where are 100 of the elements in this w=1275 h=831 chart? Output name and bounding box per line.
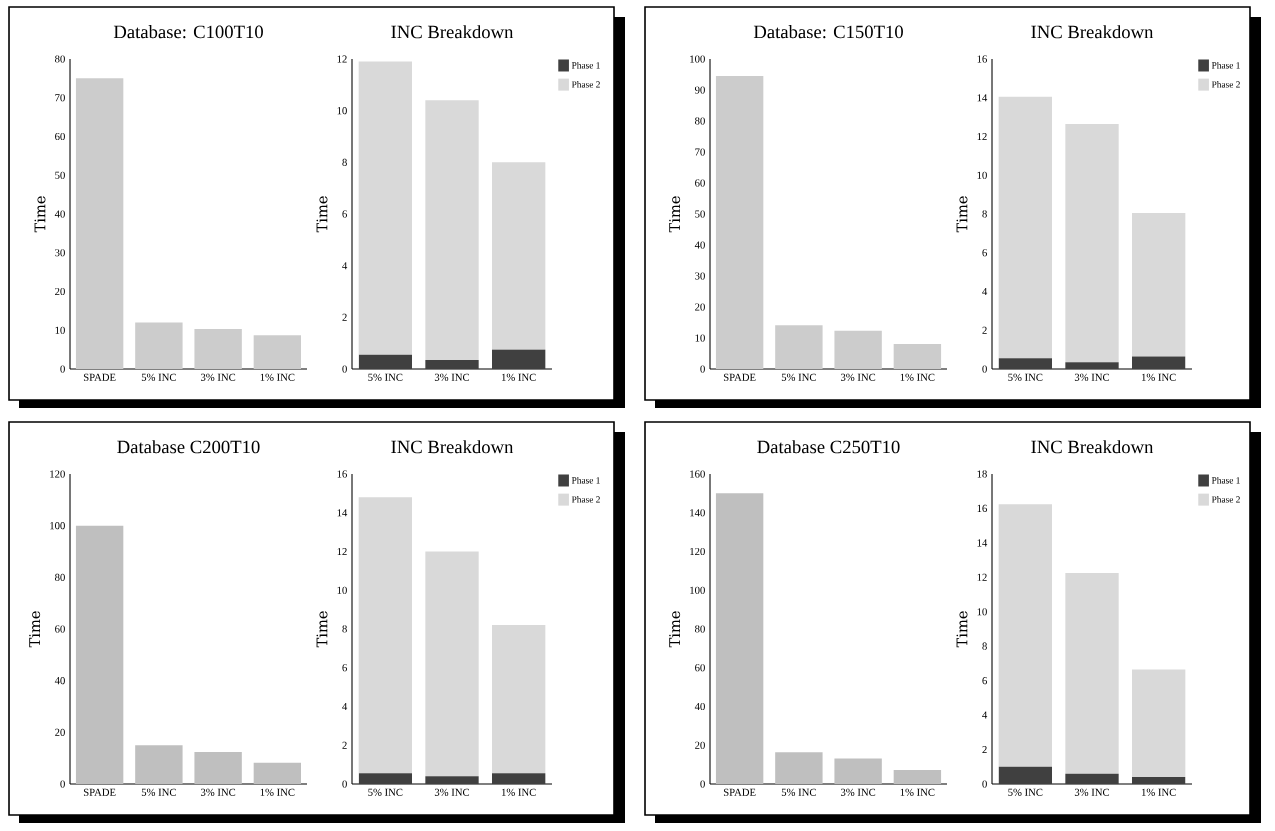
y-tick-label: 0 [700,780,705,788]
y-tick-label: 80 [55,55,65,63]
y-tick-label: 10 [977,608,987,616]
bar [253,762,302,784]
x-tick-label: 1% INC [1141,373,1176,381]
bar [135,745,183,784]
bar [194,329,242,369]
chart-title: Database C250T10 [757,440,900,454]
bar [715,493,764,784]
bar [492,349,546,369]
y-tick-label: 40 [694,241,705,249]
bar [775,325,823,369]
y-tick-label: 100 [50,522,65,530]
bar [425,359,479,369]
y-tick-label: 8 [982,642,987,650]
bar [998,96,1053,359]
y-tick-label: 4 [342,702,348,710]
bar [1132,669,1186,778]
x-tick-label: 5% INC [368,373,403,381]
bar [358,497,412,774]
y-axis-title: Time [956,196,968,233]
bar [1132,777,1186,784]
x-tick-label: 1% INC [501,788,536,796]
chart-title: INC Breakdown [391,440,514,454]
y-axis-title: Time [956,611,968,648]
y-tick-label: 8 [982,210,987,218]
y-tick-label: 6 [982,677,987,685]
x-tick-label: 1% INC [501,373,536,381]
x-tick-label: 5% INC [1008,373,1043,381]
y-tick-label: 160 [690,470,705,478]
legend-label: Phase 1 [1211,61,1240,69]
legend-label: Phase 2 [1211,81,1240,88]
y-tick-label: 10 [977,171,987,179]
y-tick-label: 60 [695,179,705,187]
bar [492,162,546,350]
y-tick-label: 90 [694,86,705,94]
x-tick-label: 1% INC [260,373,295,381]
bar [775,752,823,784]
y-tick-label: 40 [54,677,65,685]
bar [135,322,183,369]
y-tick-label: 20 [55,728,65,736]
bar [1065,362,1119,369]
legend-label: Phase 2 [571,496,600,503]
y-tick-label: 2 [982,746,987,754]
y-tick-label: 6 [342,210,347,218]
x-tick-label: 3% INC [841,373,876,381]
chart-title: INC Breakdown [1031,440,1154,454]
y-tick-label: 4 [982,287,988,295]
y-tick-label: 20 [695,303,705,311]
y-tick-label: 20 [695,741,705,749]
bar [358,773,412,784]
x-tick-label: 1% INC [900,373,935,381]
y-tick-label: 2 [342,313,347,321]
y-tick-label: 6 [982,249,987,257]
y-tick-label: 0 [342,780,347,788]
x-tick-label: 5% INC [781,788,816,796]
x-tick-label: 3% INC [201,373,236,381]
y-axis-title: Time [669,196,681,233]
bar [998,504,1053,767]
y-tick-label: 60 [55,625,65,633]
chart-title: Database: C150T10 [753,25,903,39]
y-tick-label: 4 [982,711,988,719]
bar [194,751,242,784]
y-tick-label: 140 [690,509,705,517]
x-tick-label: 3% INC [201,788,236,796]
y-tick-label: 100 [690,55,705,63]
y-tick-label: 4 [342,262,348,270]
bar [998,358,1053,369]
bar [1065,773,1119,784]
x-tick-label: 5% INC [781,373,816,381]
bar [715,76,764,369]
legend-label: Phase 1 [1211,476,1240,484]
x-tick-label: 5% INC [141,788,176,796]
x-tick-label: 5% INC [368,788,403,796]
bar [1065,123,1119,363]
y-tick-label: 2 [342,741,347,749]
x-tick-label: 3% INC [841,788,876,796]
bar [75,78,124,369]
bar [834,330,882,369]
y-tick-label: 14 [977,94,988,102]
bar [425,776,479,784]
x-tick-label: 3% INC [434,373,470,381]
y-tick-label: 6 [342,664,347,672]
y-tick-label: 14 [337,509,348,517]
y-axis-title: Time [34,196,46,233]
y-tick-label: 10 [695,334,705,342]
y-tick-label: 8 [342,625,347,633]
x-tick-label: 1% INC [1141,788,1176,796]
y-tick-label: 0 [342,365,347,373]
bar [358,61,412,355]
y-tick-label: 80 [695,117,705,125]
bar [358,354,412,369]
x-tick-label: 5% INC [1008,788,1043,796]
x-tick-label: SPADE [723,373,756,381]
bar [834,758,882,784]
chart-title: Database: C100T10 [113,25,263,39]
y-tick-label: 0 [60,365,65,373]
y-tick-label: 80 [695,625,705,633]
x-tick-label: 3% INC [434,788,470,796]
bar [893,770,942,784]
